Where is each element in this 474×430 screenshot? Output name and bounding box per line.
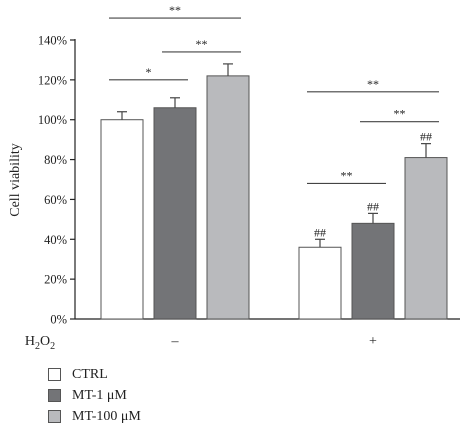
y-tick-label: 20% xyxy=(44,273,67,287)
y-tick-label: 140% xyxy=(38,34,67,48)
legend-label: CTRL xyxy=(72,366,108,382)
significance-label: ** xyxy=(367,77,379,91)
bar-data-label: ## xyxy=(367,199,379,213)
legend: CTRL MT-1 μM MT-100 μM xyxy=(48,364,308,427)
y-tick-label: 40% xyxy=(44,233,67,247)
bar-data-label: ## xyxy=(314,225,326,239)
bar xyxy=(351,222,395,320)
legend-swatch xyxy=(48,389,61,402)
significance-label: * xyxy=(146,65,152,79)
legend-label: MT-100 μM xyxy=(72,408,141,424)
significance-label: ** xyxy=(394,107,406,121)
y-tick-label: 80% xyxy=(44,153,67,167)
legend-item: CTRL xyxy=(48,364,308,385)
group-label: + xyxy=(369,334,377,349)
y-tick-label: 0% xyxy=(50,313,67,327)
bar xyxy=(404,157,448,320)
legend-label: MT-1 μM xyxy=(72,387,127,403)
h2o2-factor-label: H2O2 xyxy=(25,334,55,352)
significance-label: ** xyxy=(169,3,181,17)
y-tick-label: 120% xyxy=(38,73,67,87)
legend-item: MT-100 μM xyxy=(48,406,308,427)
bars: ## ## ## xyxy=(100,63,448,320)
x-axis-labels: H2O2 – + xyxy=(25,334,377,352)
y-tick-label: 100% xyxy=(38,113,67,127)
y-tick-label: 60% xyxy=(44,193,67,207)
bar xyxy=(100,119,144,320)
bar-data-label: ## xyxy=(420,130,432,144)
legend-swatch xyxy=(48,410,61,423)
axes: 0% 20% 40% 60% 80% 100% 120% 140% xyxy=(38,34,460,327)
significance-label: ** xyxy=(196,37,208,51)
y-axis-title: Cell viability xyxy=(8,143,23,217)
significance-label: ** xyxy=(341,168,353,182)
bar xyxy=(153,107,197,320)
bar xyxy=(298,246,342,320)
legend-swatch xyxy=(48,368,61,381)
significance-annotations: *********** xyxy=(109,3,439,185)
legend-item: MT-1 μM xyxy=(48,385,308,406)
group-label: – xyxy=(171,334,180,349)
bar xyxy=(206,75,250,320)
